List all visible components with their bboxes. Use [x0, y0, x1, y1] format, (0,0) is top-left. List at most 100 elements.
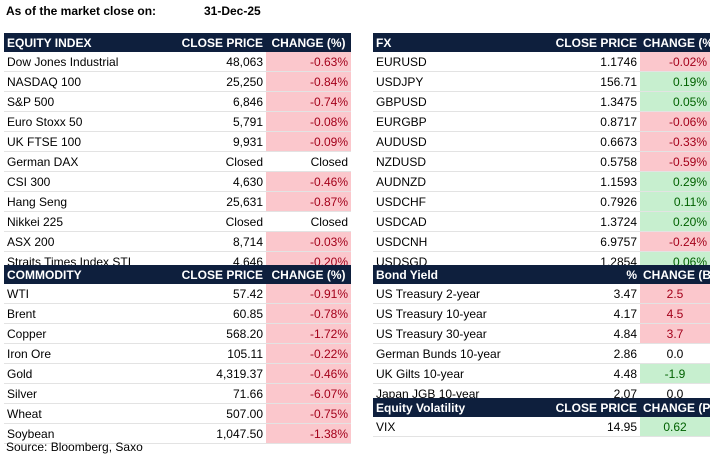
as-of-label: As of the market close on:	[6, 4, 157, 18]
row-name: GBPUSD	[373, 91, 513, 112]
row-name: ASX 200	[4, 231, 174, 252]
row-price: 0.8717	[513, 111, 640, 132]
row-price: 0.6673	[513, 131, 640, 152]
row-price: 57.42	[174, 284, 266, 304]
row-price: 105.11	[174, 343, 266, 364]
table-row: VIX 14.95 0.62	[373, 417, 710, 437]
column-header-price: CLOSE PRICE	[513, 33, 640, 52]
row-name: AUDNZD	[373, 171, 513, 192]
row-price: 9,931	[174, 131, 266, 152]
row-change: -0.08%	[266, 111, 351, 132]
bond-yield-table: Bond Yield%CHANGE (BPS)US Treasury 2-yea…	[373, 265, 710, 404]
row-change: -0.22%	[266, 343, 351, 364]
row-change: -0.06%	[640, 111, 710, 132]
row-name: Copper	[4, 323, 174, 344]
table-row: Copper 568.20 -1.72%	[4, 323, 351, 344]
row-change: 2.5	[640, 284, 710, 304]
row-price: 25,631	[174, 191, 266, 212]
row-change: 0.62	[640, 417, 710, 437]
row-price: Closed	[174, 151, 266, 172]
table-row: AUDNZD 1.1593 0.29%	[373, 171, 710, 192]
row-name: Nikkei 225	[4, 211, 174, 232]
row-change: Closed	[266, 151, 351, 172]
row-name: Hang Seng	[4, 191, 174, 212]
row-price: 1.3724	[513, 211, 640, 232]
row-change: -0.91%	[266, 284, 351, 304]
row-price: 156.71	[513, 71, 640, 92]
table-row: UK Gilts 10-year 4.48 -1.9	[373, 363, 710, 384]
row-name: UK Gilts 10-year	[373, 363, 533, 384]
table-row: US Treasury 2-year 3.47 2.5	[373, 284, 710, 304]
column-header-change: CHANGE (%)	[640, 33, 710, 52]
row-price: 8,714	[174, 231, 266, 252]
row-name: Euro Stoxx 50	[4, 111, 174, 132]
row-name: NASDAQ 100	[4, 71, 174, 92]
row-price: 60.85	[174, 303, 266, 324]
row-price: 0.7926	[513, 191, 640, 212]
row-name: EURGBP	[373, 111, 513, 132]
row-price: 5,791	[174, 111, 266, 132]
row-change: -1.72%	[266, 323, 351, 344]
table-row: USDCHF 0.7926 0.11%	[373, 191, 710, 212]
row-name: Iron Ore	[4, 343, 174, 364]
table-row: AUDUSD 0.6673 -0.33%	[373, 131, 710, 152]
row-price: 4.84	[533, 323, 640, 344]
row-price: 6,846	[174, 91, 266, 112]
as-of-date: 31-Dec-25	[204, 4, 261, 18]
row-price: 25,250	[174, 71, 266, 92]
row-name: CSI 300	[4, 171, 174, 192]
equity-index-table: EQUITY INDEX CLOSE PRICE CHANGE (%) Dow Jon…	[4, 33, 351, 272]
row-price: 0.5758	[513, 151, 640, 172]
table-row: Silver 71.66 -6.07%	[4, 383, 351, 404]
table-row: NASDAQ 100 25,250 -0.84%	[4, 71, 351, 92]
row-name: UK FTSE 100	[4, 131, 174, 152]
row-change: -0.46%	[266, 171, 351, 192]
row-change: -6.07%	[266, 383, 351, 404]
row-price: 1.3475	[513, 91, 640, 112]
fx-table: FX CLOSE PRICE CHANGE (%) EURUSD 1.1746 -0.02…	[373, 33, 710, 272]
table-row: Iron Ore 105.11 -0.22%	[4, 343, 351, 364]
row-change: -0.74%	[266, 91, 351, 112]
row-name: Soybean	[4, 423, 174, 444]
row-change: 0.19%	[640, 71, 710, 92]
row-name: German DAX	[4, 151, 174, 172]
row-change: -0.63%	[266, 52, 351, 72]
column-header-change: CHANGE (%)	[266, 33, 351, 52]
table-row: USDCAD 1.3724 0.20%	[373, 211, 710, 232]
row-name: German Bunds 10-year	[373, 343, 533, 364]
row-name: USDCNH	[373, 231, 513, 252]
column-header-name: COMMODITY	[4, 265, 174, 284]
row-change: 0.0	[640, 343, 710, 364]
column-header-price: CLOSE PRICE	[533, 398, 640, 417]
header-row: COMMODITY CLOSE PRICE CHANGE (%)	[4, 265, 351, 284]
row-name: Wheat	[4, 403, 174, 424]
table-row: EURGBP 0.8717 -0.06%	[373, 111, 710, 132]
row-price: 1.1746	[513, 52, 640, 72]
table-row: Hang Seng 25,631 -0.87%	[4, 191, 351, 212]
row-price: 71.66	[174, 383, 266, 404]
column-header-change: CHANGE (BPS)	[640, 265, 710, 284]
table-row: GBPUSD 1.3475 0.05%	[373, 91, 710, 112]
column-header-change: CHANGE (%)	[266, 265, 351, 284]
row-change: 0.20%	[640, 211, 710, 232]
header-row: EQUITY INDEX CLOSE PRICE CHANGE (%)	[4, 33, 351, 52]
row-name: Silver	[4, 383, 174, 404]
table-row: US Treasury 10-year 4.17 4.5	[373, 303, 710, 324]
table-row: WTI 57.42 -0.91%	[4, 284, 351, 304]
row-name: US Treasury 2-year	[373, 284, 533, 304]
row-change: -1.38%	[266, 423, 351, 444]
column-header-name: Bond Yield	[373, 265, 533, 284]
column-header-name: FX	[373, 33, 513, 52]
row-price: 1.1593	[513, 171, 640, 192]
table-row: S&P 500 6,846 -0.74%	[4, 91, 351, 112]
row-name: EURUSD	[373, 52, 513, 72]
row-price: 48,063	[174, 52, 266, 72]
table-row: Nikkei 225 Closed Closed	[4, 211, 351, 232]
row-change: -0.59%	[640, 151, 710, 172]
row-name: S&P 500	[4, 91, 174, 112]
column-header-name: EQUITY INDEX	[4, 33, 174, 52]
column-header-change: CHANGE (PP)	[640, 398, 710, 417]
table-row: USDCNH 6.9757 -0.24%	[373, 231, 710, 252]
